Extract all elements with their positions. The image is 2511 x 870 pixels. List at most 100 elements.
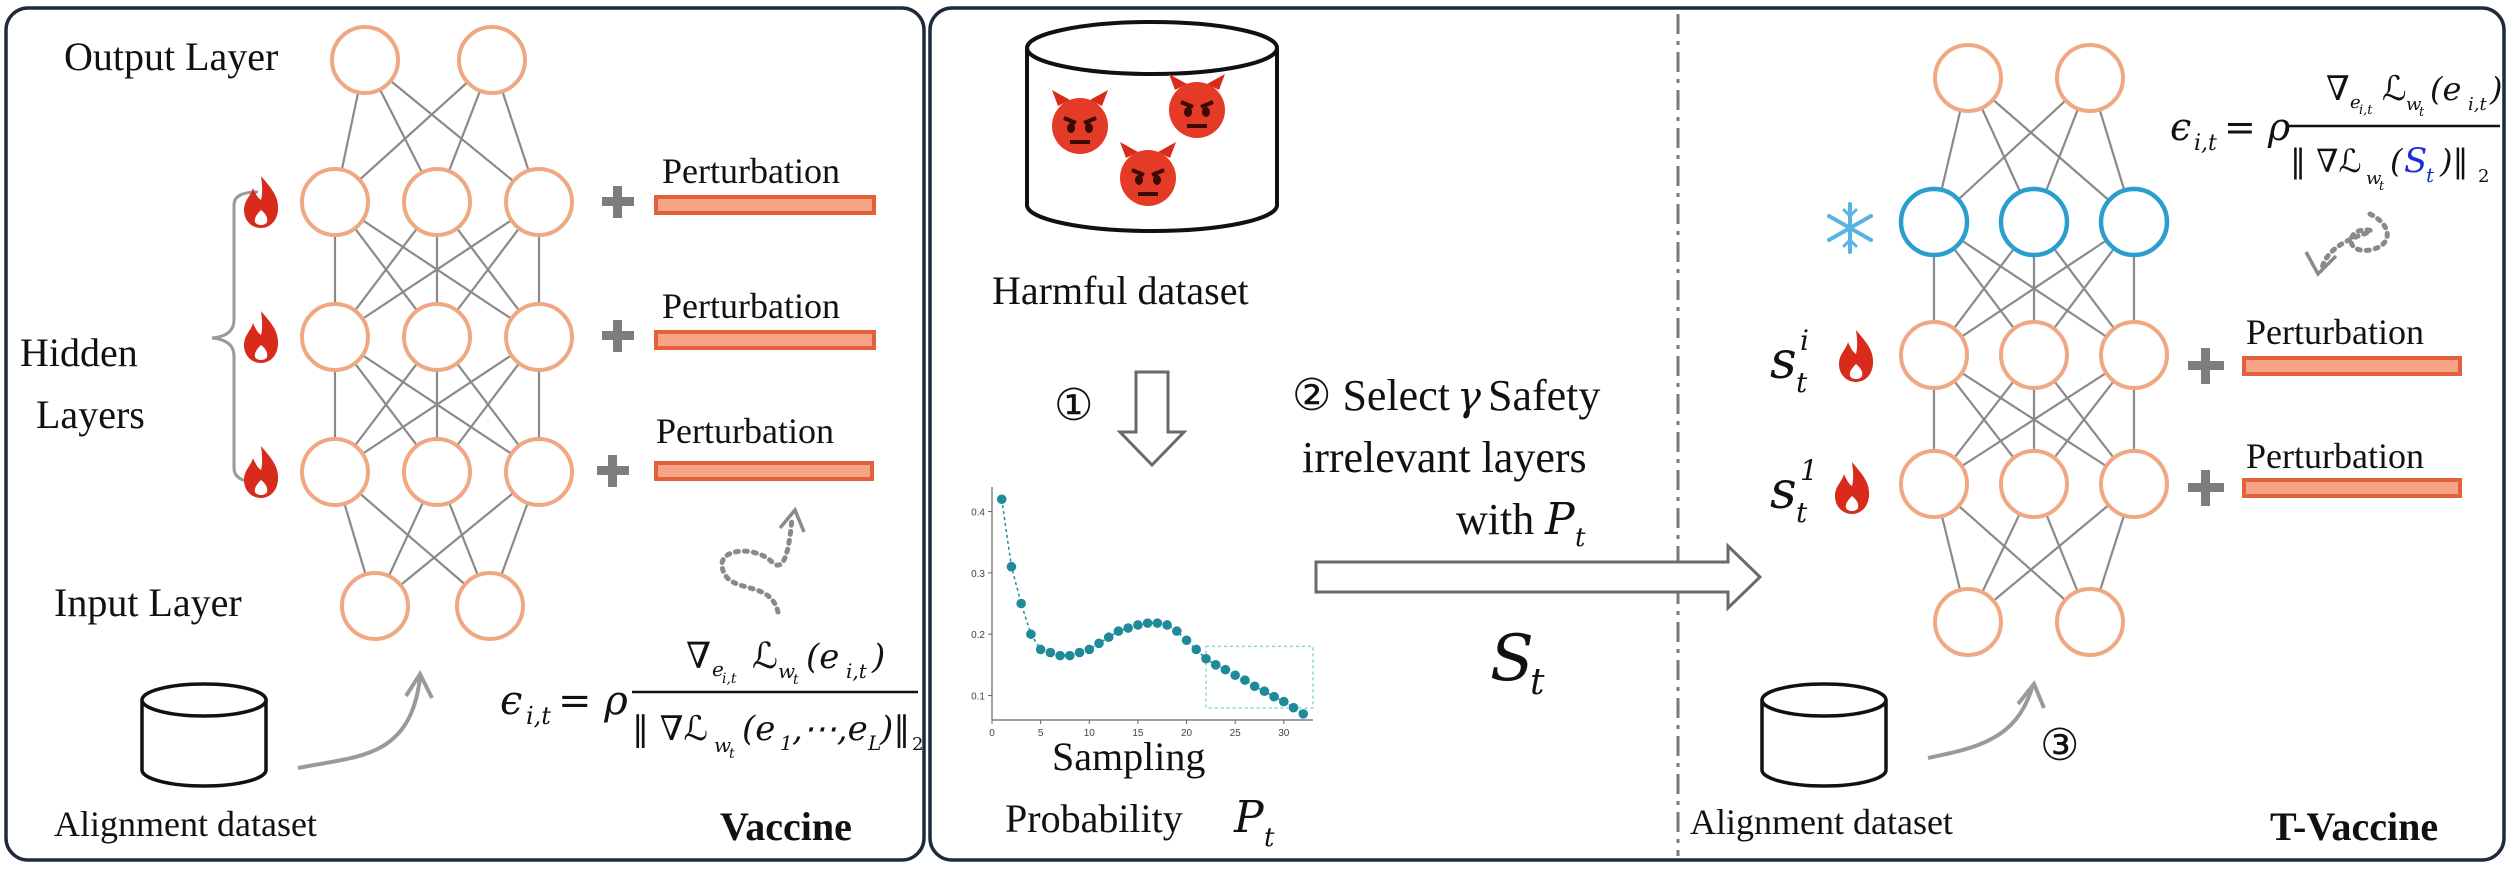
svg-text:(e: (e — [2430, 70, 2461, 108]
svg-text:= ρ: = ρ — [558, 678, 628, 724]
perturbation-label: Perturbation — [2246, 436, 2424, 476]
svg-text:t: t — [2379, 179, 2385, 194]
perturbation-label: Perturbation — [662, 286, 840, 326]
arrowhead-icon — [778, 506, 806, 533]
st-symbol: S — [1490, 622, 1534, 696]
hidden-node — [504, 302, 574, 372]
svg-text:ϵ: ϵ — [500, 678, 522, 724]
svg-text:s: s — [1770, 331, 1797, 391]
data-point — [1035, 644, 1046, 655]
svg-text:): ) — [871, 637, 885, 677]
svg-text:‖ ∇ℒ: ‖ ∇ℒ — [2290, 142, 2362, 180]
data-point — [1162, 620, 1172, 630]
hidden-node — [1899, 320, 1969, 390]
perturbation-bar — [2242, 478, 2462, 498]
harmful-dataset-label: Harmful dataset — [992, 268, 1249, 313]
svg-text:P: P — [1544, 494, 1576, 545]
hidden-node — [504, 437, 574, 507]
svg-text:i,t: i,t — [846, 659, 868, 683]
hidden-node — [2099, 320, 2169, 390]
tvaccine-method-title: T-Vaccine — [2270, 804, 2438, 849]
step-2-text: ② Select γ Safety irrelevant layers with… — [1292, 371, 1600, 553]
devil-face-icon — [1052, 90, 1108, 154]
data-point — [1249, 681, 1260, 692]
flame-icon — [1839, 330, 1874, 382]
svg-text:i,t: i,t — [2359, 103, 2373, 118]
devil-face-icon — [1169, 74, 1225, 138]
st-subscript: t — [1530, 662, 1545, 703]
svg-text:): ) — [2489, 70, 2502, 108]
data-point — [1074, 647, 1085, 658]
svg-text:t: t — [793, 672, 799, 688]
svg-text:(: ( — [2390, 142, 2404, 180]
flame-icon — [1835, 462, 1870, 514]
data-point — [996, 494, 1007, 505]
perturbation-label: Perturbation — [662, 151, 840, 191]
svg-text:ℒ: ℒ — [752, 636, 778, 677]
svg-text:2: 2 — [2478, 166, 2489, 187]
x-tick-label: 0 — [989, 728, 995, 739]
plus-icon — [597, 455, 629, 487]
devil-face-icon — [1120, 142, 1176, 206]
output-node — [457, 25, 527, 95]
x-tick-label: 20 — [1181, 728, 1193, 739]
perturbation-bar — [2242, 356, 2462, 376]
svg-text:γ: γ — [1457, 374, 1481, 420]
svg-text:t: t — [1796, 496, 1808, 529]
svg-text:1: 1 — [1800, 454, 1818, 487]
svg-text:1: 1 — [780, 731, 793, 755]
svg-text:i,t: i,t — [722, 671, 737, 687]
perturbation-bar — [654, 461, 874, 481]
y-tick-label: 0.3 — [971, 569, 985, 580]
right-arrow-icon — [1314, 542, 1763, 612]
alignment-dataset-label: Alignment dataset — [54, 804, 317, 844]
frozen-node — [1998, 186, 2070, 258]
plus-icon — [2188, 470, 2224, 506]
data-point — [1298, 709, 1309, 719]
flame-icon — [244, 311, 279, 363]
svg-text:t: t — [2426, 163, 2435, 187]
svg-text:= ρ: = ρ — [2224, 105, 2291, 149]
hidden-node — [1999, 449, 2069, 519]
output-node — [2055, 43, 2125, 113]
svg-text:)‖: )‖ — [2439, 142, 2468, 180]
svg-text:i,t: i,t — [2468, 94, 2487, 115]
x-tick-label: 15 — [1132, 728, 1144, 739]
sampling-probability-chart: 0 5 10 15 20 25 30 0.1 0.2 0.3 0.4 — [971, 487, 1314, 739]
hidden-node — [1899, 449, 1969, 519]
svg-text:e: e — [712, 657, 724, 681]
alignment-dataset-label: Alignment dataset — [1690, 802, 1953, 842]
step-1-marker: ① — [1054, 381, 1093, 430]
svg-text:t: t — [729, 746, 735, 762]
alignment-dataset-icon — [1760, 682, 1888, 788]
hidden-node — [402, 437, 472, 507]
tvaccine-network — [1898, 43, 2170, 657]
hidden-node — [504, 167, 574, 237]
data-point — [1123, 623, 1133, 633]
svg-text:∇: ∇ — [2326, 69, 2350, 109]
data-point — [1181, 635, 1192, 646]
arrowhead-icon — [404, 669, 434, 699]
curved-arrow-icon — [297, 677, 422, 770]
svg-text:ϵ: ϵ — [2170, 105, 2191, 149]
svg-text:w: w — [2366, 168, 2382, 189]
svg-text:t: t — [2419, 105, 2425, 120]
hidden-node — [300, 167, 370, 237]
curved-arrow-icon — [1927, 687, 2034, 760]
arrowhead-icon — [2304, 251, 2338, 277]
hidden-node — [402, 302, 472, 372]
data-point — [1191, 644, 1202, 655]
sampling-symbol: P — [1233, 792, 1265, 843]
data-point — [1094, 638, 1104, 649]
data-point — [1152, 618, 1163, 628]
output-layer-label: Output Layer — [64, 34, 278, 79]
svg-text:t: t — [1575, 523, 1586, 553]
y-tick-label: 0.4 — [971, 508, 985, 519]
y-tick-label: 0.2 — [971, 630, 985, 641]
hidden-layers-brace — [211, 190, 259, 484]
hidden-layers-label-line1: Hidden — [20, 330, 138, 375]
plus-icon — [602, 186, 634, 218]
flame-icon — [244, 176, 279, 228]
sampling-symbol-subscript: t — [1264, 823, 1275, 853]
svg-text:∇: ∇ — [686, 636, 711, 677]
